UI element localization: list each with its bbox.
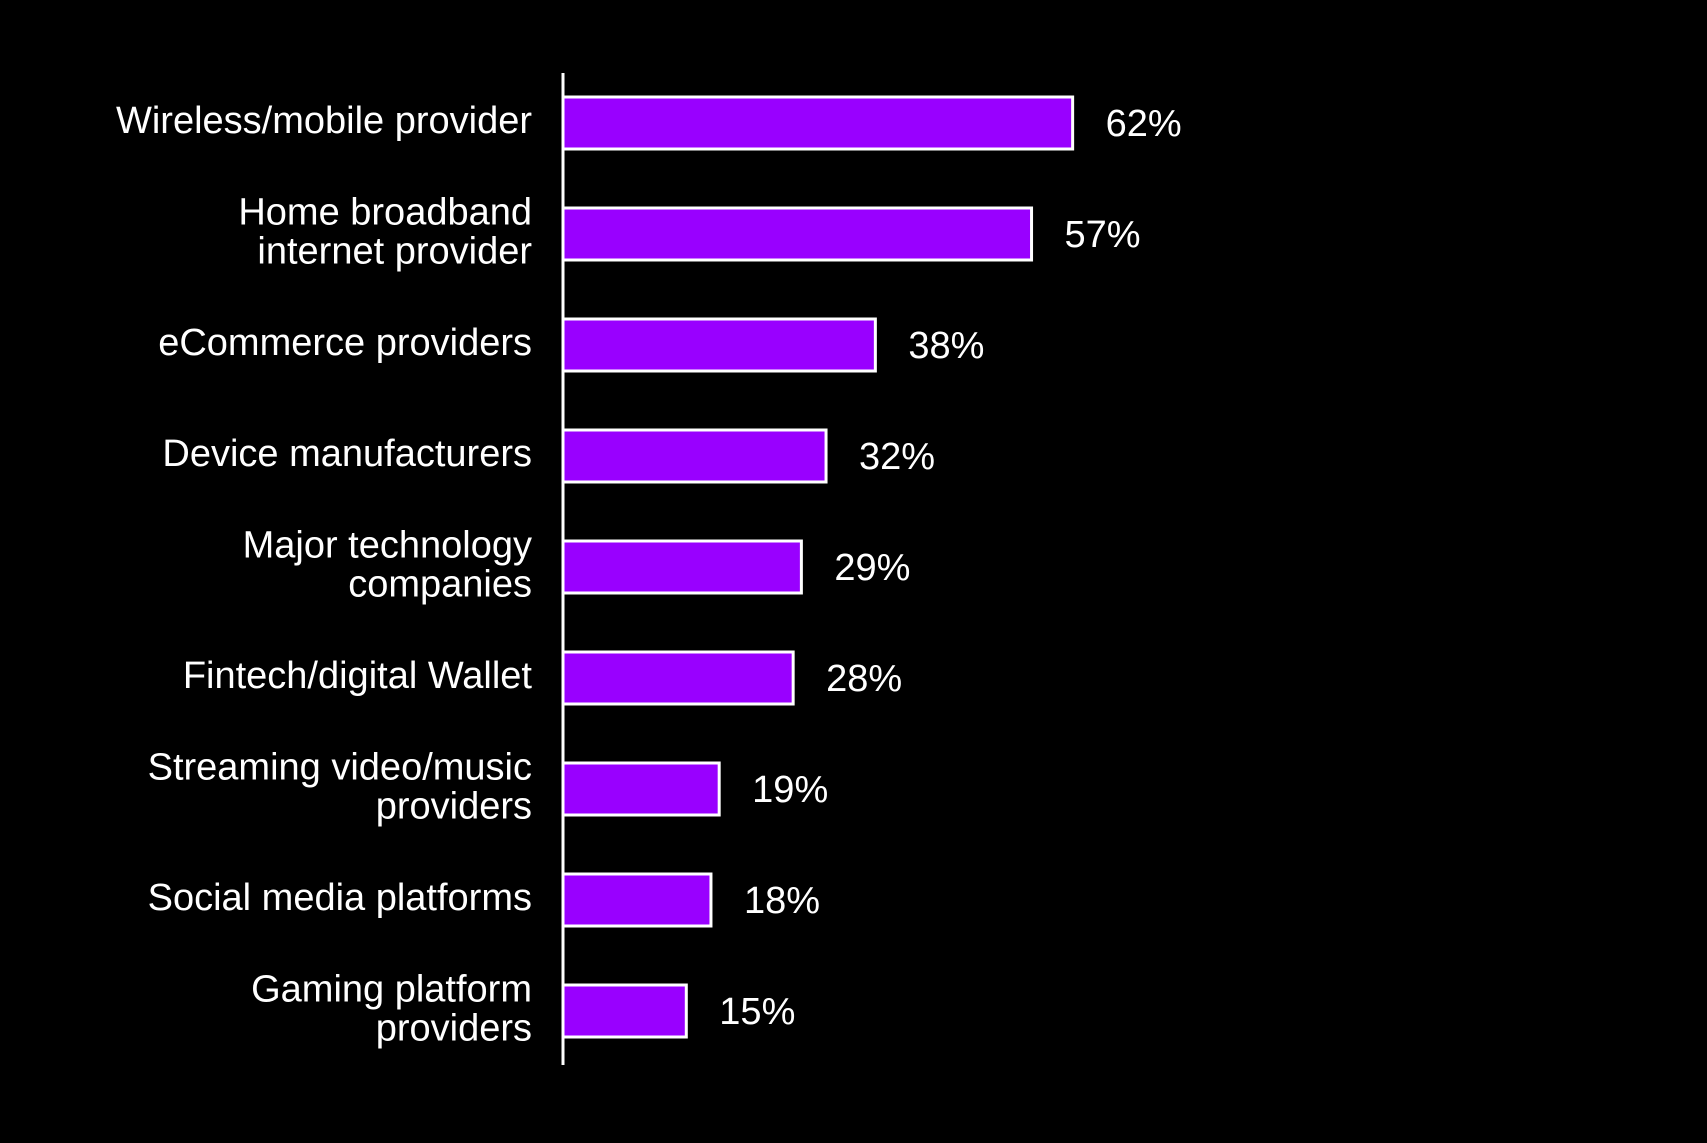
category-label-line: Streaming video/music (148, 747, 532, 789)
category-label-line: providers (376, 1008, 532, 1050)
value-label: 62% (1106, 103, 1182, 145)
value-label: 38% (908, 325, 984, 367)
category-label: Gaming platform providers (251, 969, 532, 1050)
value-label: 18% (744, 880, 820, 922)
bar (561, 650, 795, 706)
category-label-line: Home broadband (238, 192, 532, 234)
bar (561, 206, 1034, 262)
bar (561, 872, 713, 928)
value-label: 57% (1065, 214, 1141, 256)
value-label: 19% (752, 769, 828, 811)
category-label-line: providers (376, 786, 532, 828)
value-label: 32% (859, 436, 935, 478)
category-label: Social media platforms (148, 877, 532, 919)
category-label-line: companies (348, 564, 532, 606)
category-label: Major technology companies (243, 525, 532, 606)
category-label: Home broadband internet provider (238, 192, 532, 273)
category-label: Device manufacturers (162, 433, 532, 475)
category-label-line: internet provider (257, 231, 532, 273)
value-label: 28% (826, 658, 902, 700)
value-label: 15% (719, 991, 795, 1033)
category-label: Wireless/mobile provider (116, 100, 532, 142)
bar (561, 317, 877, 373)
bar (561, 428, 828, 484)
bar (561, 761, 721, 817)
bar (561, 983, 688, 1039)
category-label: Streaming video/music providers (148, 747, 532, 828)
category-label-line: Major technology (243, 525, 532, 567)
value-label: 29% (834, 547, 910, 589)
bar (561, 95, 1075, 151)
category-label-line: Gaming platform (251, 969, 532, 1011)
category-label: Fintech/digital Wallet (183, 655, 533, 697)
bar (561, 539, 803, 595)
category-label: eCommerce providers (158, 322, 532, 364)
